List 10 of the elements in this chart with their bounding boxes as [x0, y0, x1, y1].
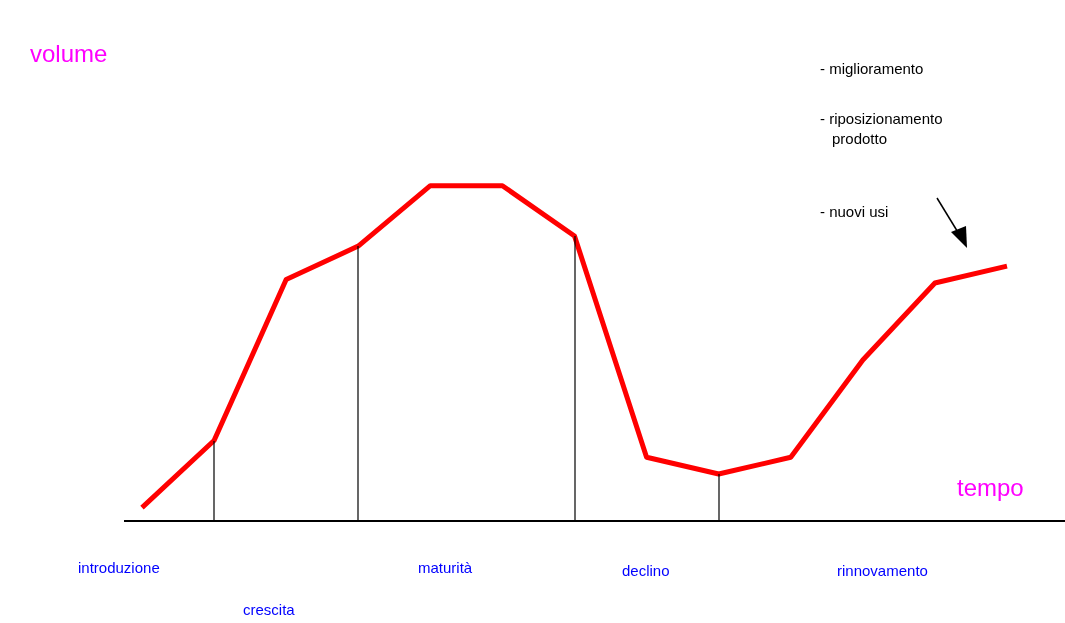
text: introduzione: [78, 558, 160, 578]
text: maturità: [418, 558, 473, 578]
text: - miglioramento: [820, 59, 924, 79]
text: declino: [622, 561, 670, 581]
text: rinnovamento: [837, 561, 928, 581]
x-axis-title: tempo: [957, 474, 1024, 502]
text: crescita: [243, 600, 295, 620]
annotation: - nuovi usi: [820, 202, 889, 222]
text: - riposizionamento prodotto: [820, 109, 943, 149]
y-axis-title: volume: [30, 40, 108, 68]
